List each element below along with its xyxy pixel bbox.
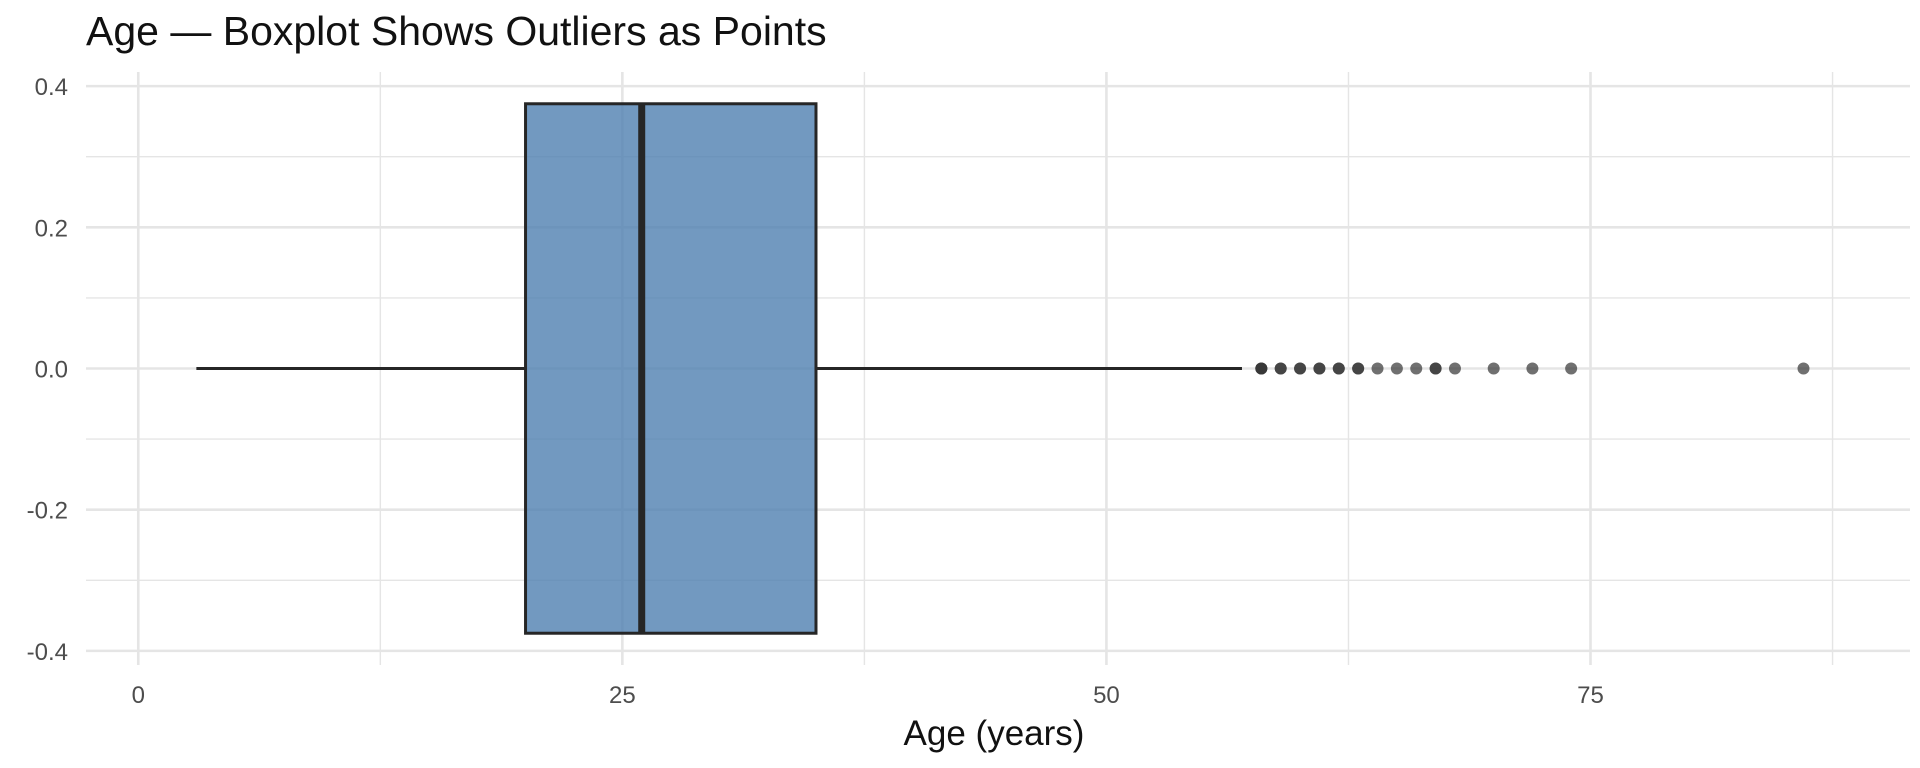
- y-tick-label: -0.4: [27, 639, 68, 666]
- x-tick-label: 25: [609, 682, 636, 709]
- outlier-point: [1487, 362, 1500, 375]
- outlier-point: [1352, 362, 1365, 375]
- outlier-point: [1371, 362, 1384, 375]
- outlier-point: [1255, 362, 1268, 375]
- outlier-point: [1294, 362, 1307, 375]
- outlier-point: [1448, 362, 1461, 375]
- x-tick-label: 75: [1577, 682, 1604, 709]
- outlier-point: [1410, 362, 1423, 375]
- y-tick-label: -0.2: [27, 498, 68, 525]
- axis-labels: 0 25 50 75 0.4 0.2 0.0 -0.2 -0.4 Age (years): [27, 74, 1604, 753]
- y-tick-label: 0.2: [35, 215, 68, 242]
- outlier-point: [1526, 362, 1539, 375]
- outlier-point: [1332, 362, 1345, 375]
- y-tick-label: 0.4: [35, 74, 68, 101]
- outlier-point: [1390, 362, 1403, 375]
- outlier-point: [1274, 362, 1287, 375]
- x-tick-label: 0: [132, 682, 145, 709]
- outlier-point: [1565, 362, 1578, 375]
- chart-title: Age — Boxplot Shows Outliers as Points: [86, 8, 827, 54]
- outlier-point: [1429, 362, 1442, 375]
- x-tick-label: 50: [1093, 682, 1120, 709]
- chart-marks: [196, 102, 1810, 635]
- outlier-point: [1313, 362, 1326, 375]
- x-axis-title: Age (years): [904, 714, 1085, 753]
- interquartile-box: [524, 102, 818, 635]
- outlier-point: [1797, 362, 1810, 375]
- y-tick-label: 0.0: [35, 357, 68, 384]
